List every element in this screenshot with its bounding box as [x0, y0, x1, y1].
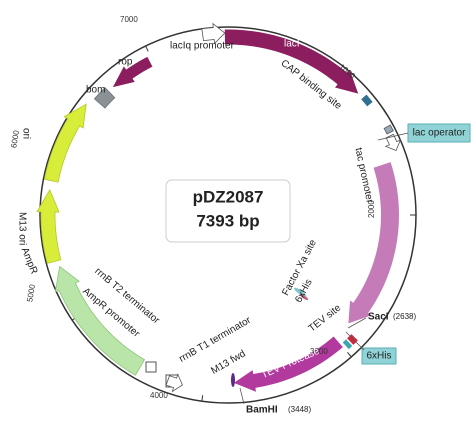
- feature-arrow: [348, 162, 399, 324]
- leader-line: [345, 331, 365, 351]
- site-line: [239, 387, 245, 405]
- center-box: [165, 179, 291, 243]
- feature-arrow: [36, 189, 62, 264]
- feature-block: [347, 334, 358, 345]
- feature-arrow: [233, 336, 343, 392]
- feature-arrow: [112, 56, 153, 88]
- tick-label: 3000: [310, 347, 328, 356]
- feature-label: tac promoter: [352, 147, 375, 205]
- feature-label: M13 ori: [16, 212, 27, 245]
- feature-label: bom: [86, 85, 105, 96]
- tick-label: 2000: [367, 200, 376, 218]
- leader-line: [377, 132, 409, 141]
- feature-shapes: [36, 22, 416, 402]
- feature-arrow: [43, 103, 87, 183]
- feature-block: [342, 339, 353, 350]
- feature-label: lacIq promoter: [170, 41, 235, 52]
- feature-block: [361, 94, 373, 107]
- site-position: (2638): [393, 312, 416, 321]
- feature-label: rop: [118, 57, 133, 68]
- feature-label: 6xHis: [366, 351, 391, 362]
- feature-arrow: [54, 265, 146, 376]
- site-position: (3448): [288, 405, 311, 414]
- feature-label: lacI: [284, 39, 300, 50]
- feature-mark: [299, 293, 309, 301]
- site-line: [347, 317, 367, 329]
- tick-mark: [347, 352, 352, 358]
- feature-label: rrnB T2 terminator: [92, 266, 162, 327]
- feature-label: lac operator: [413, 128, 466, 139]
- plasmid-name: pDZ2087: [193, 187, 264, 206]
- feature-mark: [231, 373, 235, 387]
- feature-block: [93, 87, 116, 109]
- feature-label: M13 fwd: [209, 348, 247, 376]
- feature-arrow: [201, 22, 226, 45]
- feature-label: TEV site: [307, 302, 344, 334]
- site-name: SacI: [368, 312, 389, 323]
- tick-label: 5000: [25, 283, 37, 303]
- tick-label: 7000: [120, 15, 138, 24]
- tick-mark: [201, 395, 204, 402]
- feature-label: ori: [20, 128, 31, 139]
- feature-label: AmpR: [19, 246, 40, 276]
- feature-block: [383, 124, 394, 135]
- tick-label: 6000: [9, 129, 21, 149]
- feature-arrow: [384, 133, 402, 152]
- feature-mark: [294, 287, 306, 297]
- feature-arrow: [165, 373, 183, 393]
- tick-label: 4000: [150, 391, 168, 400]
- feature-label: MBP: [338, 237, 353, 261]
- plasmid-size: 7393 bp: [196, 211, 259, 230]
- feature-box: [145, 361, 157, 373]
- tick-mark: [145, 45, 149, 52]
- label-box: [361, 347, 397, 365]
- site-name: BamHI: [246, 405, 278, 416]
- feature-arrow: [224, 29, 359, 94]
